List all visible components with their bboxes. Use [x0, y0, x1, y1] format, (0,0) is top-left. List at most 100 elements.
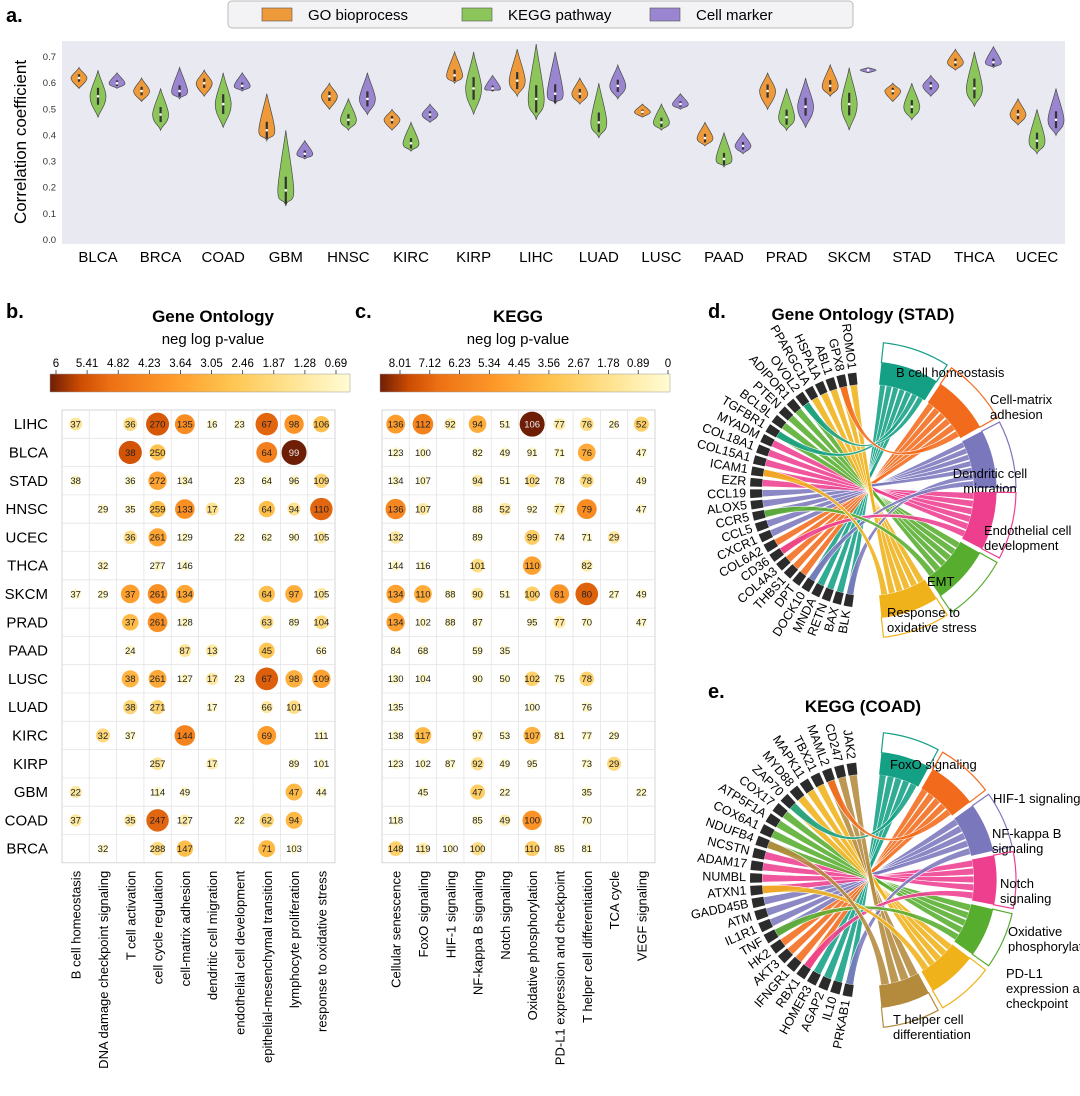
go-cell-count-paad-t-cell-activation: 24 — [125, 646, 136, 657]
kegg-cell-marker-skcm-oxidative-phosphorylation — [524, 586, 540, 602]
kegg-cell-count-skcm-nf-kappa-b-signaling: 90 — [472, 589, 483, 600]
kegg-cell-marker-skcm-cellular-senescence — [386, 584, 405, 604]
kegg-cell-marker-hnsc-oxidative-phosphorylation — [526, 503, 538, 515]
stad-gene-arc-alox5 — [750, 499, 764, 510]
go-cell-count-skcm-cell-cycle-regulation: 261 — [150, 589, 166, 600]
legend-label-cell-marker: Cell marker — [696, 7, 773, 24]
kegg-colorbar-tick-label-1-78: 1.78 — [597, 358, 619, 370]
go-cell-count-prad-t-cell-activation: 37 — [125, 618, 136, 629]
kegg-cell-marker-skcm-hif-1-signaling — [444, 588, 456, 600]
go-cell-count-brca-cell-cycle-regulation: 288 — [150, 844, 166, 855]
coad-gene-arc-il1r1 — [758, 918, 773, 933]
kegg-cell-marker-lusc-oxidative-phosphorylation — [524, 671, 540, 687]
stad-gene-arc-blk — [843, 593, 854, 607]
kegg-colorbar-tick-label-2-67: 2.67 — [567, 358, 589, 370]
x-tick-thca: THCA — [954, 249, 995, 266]
kegg-cell-count-paad-nf-kappa-b-signaling: 59 — [472, 646, 483, 657]
kegg-cell-marker-coad-cellular-senescence — [390, 815, 401, 826]
go-cell-marker-lihc-response-to-oxidative-stress — [313, 415, 330, 433]
go-colorbar-tick-label-2-46: 2.46 — [231, 358, 253, 370]
kegg-cell-marker-blca-foxo-signaling — [417, 447, 429, 458]
violin-median-stad-go-bioprocess — [891, 89, 895, 93]
kegg-cell-marker-stad-oxidative-phosphorylation — [525, 474, 539, 488]
go-col-label-cell-matrix-adhesion: cell-matrix adhesion — [178, 871, 193, 987]
go-cell-marker-brca-lymphocyte-proliferation — [288, 843, 300, 854]
kegg-cell-count-skcm-hif-1-signaling: 88 — [445, 589, 456, 600]
kegg-cell-marker-ucec-t-helper-cell-differentiation — [581, 532, 593, 543]
violin-paad-kegg-pathway — [715, 131, 733, 168]
go-row-label-prad: PRAD — [6, 614, 48, 631]
kegg-cell-marker-lihc-foxo-signaling — [412, 413, 434, 435]
go-cell-marker-ucec-lymphocyte-proliferation — [288, 532, 300, 543]
violin-median-hnsc-go-bioprocess — [328, 94, 331, 98]
kegg-cell-count-blca-cellular-senescence: 123 — [388, 448, 404, 459]
kegg-chord-title: KEGG (COAD) — [805, 697, 921, 716]
y-tick-0-2: 0.2 — [43, 183, 56, 194]
go-col-label-dna-damage-checkpoint-signaling: DNA damage checkpoint signaling — [96, 871, 111, 1069]
go-cell-marker-hnsc-cell-matrix-adhesion — [175, 499, 195, 519]
go-col-label-lymphocyte-proliferation: lymphocyte proliferation — [287, 871, 302, 1008]
kegg-cell-count-blca-foxo-signaling: 100 — [415, 448, 431, 459]
x-tick-coad: COAD — [202, 249, 246, 266]
kegg-cell-count-kirp-hif-1-signaling: 87 — [445, 759, 456, 770]
go-cell-marker-skcm-response-to-oxidative-stress — [315, 587, 328, 601]
kegg-cell-count-prad-foxo-signaling: 102 — [415, 618, 431, 629]
stad-gene-label-alox5: ALOX5 — [706, 498, 748, 517]
kegg-cell-count-hnsc-t-helper-cell-differentiation: 79 — [581, 504, 592, 515]
go-cell-marker-lusc-lymphocyte-proliferation — [285, 670, 303, 688]
kegg-cell-count-kirp-notch-signaling: 49 — [500, 759, 511, 770]
kegg-cell-count-kirc-foxo-signaling: 117 — [415, 731, 430, 742]
kegg-cell-count-lihc-t-helper-cell-differentiation: 76 — [581, 419, 592, 430]
stad-gene-arc-col15a1 — [752, 455, 767, 467]
kegg-cell-marker-skcm-nf-kappa-b-signaling — [471, 587, 484, 601]
go-cell-count-hnsc-t-cell-activation: 35 — [125, 504, 136, 515]
coad-ribbon-ifngr1-hif-1-signaling — [794, 792, 935, 963]
kegg-cell-count-kirp-tca-cycle: 29 — [609, 759, 620, 770]
coad-gene-arc-ifngr1 — [786, 956, 802, 972]
legend-swatch-cell-marker — [649, 7, 681, 22]
violin-median-paad-kegg-pathway — [722, 157, 726, 161]
stad-gene-label-bax: BAX — [822, 605, 842, 633]
stad-ribbon-retn-b-cell-homeostasis — [826, 386, 900, 591]
coad-term-arc-foxo-signaling — [879, 752, 929, 787]
coad-gene-arc-zap70 — [780, 793, 796, 809]
coad-gene-arc-tnf — [763, 929, 779, 944]
kegg-cell-count-hnsc-nf-kappa-b-signaling: 88 — [472, 504, 483, 515]
coad-gene-arc-tbx21 — [810, 772, 825, 788]
kegg-cell-marker-stad-t-helper-cell-differentiation — [579, 473, 594, 488]
kegg-cell-count-kirp-t-helper-cell-differentiation: 73 — [581, 759, 592, 770]
violin-brca-cell-marker — [171, 66, 188, 100]
kegg-cell-marker-blca-nf-kappa-b-signaling — [472, 447, 483, 458]
go-cell-marker-luad-dendritic-cell-migration — [206, 701, 218, 713]
coad-term-label-line: checkpoint — [1006, 996, 1069, 1011]
kegg-cell-count-gbm-t-helper-cell-differentiation: 35 — [581, 787, 592, 798]
stad-term-outline-emt — [939, 551, 998, 614]
go-cell-count-hnsc-cell-cycle-regulation: 259 — [150, 504, 166, 515]
kegg-cell-count-ucec-t-helper-cell-differentiation: 71 — [581, 533, 592, 544]
kegg-cell-count-lusc-oxidative-phosphorylation: 102 — [524, 674, 540, 685]
violin-median-coad-go-bioprocess — [202, 81, 206, 85]
stad-term-outline-dendritic-cell-migration — [980, 421, 1017, 489]
go-colorbar-tick-label-3-05: 3.05 — [200, 358, 222, 370]
go-cell-count-lihc-epithelial-mesenchymal-transition: 67 — [261, 419, 272, 430]
go-cell-marker-skcm-cell-matrix-adhesion — [175, 584, 194, 604]
go-cell-marker-brca-dna-damage-checkpoint-signaling — [97, 843, 109, 854]
go-colorbar-tick-label-1-28: 1.28 — [294, 358, 316, 370]
go-cell-marker-blca-epithelial-mesenchymal-transition — [256, 441, 278, 463]
go-cell-count-gbm-b-cell-homeostasis: 22 — [70, 787, 81, 798]
kegg-cell-count-gbm-notch-signaling: 22 — [500, 787, 511, 798]
go-colorbar-tick-label-4-23: 4.23 — [138, 358, 160, 370]
kegg-cell-marker-ucec-cellular-senescence — [389, 531, 402, 544]
kegg-cell-marker-skcm-pd-l1-expression-and-checkpoint — [549, 584, 570, 604]
go-cell-count-lusc-cell-matrix-adhesion: 127 — [177, 674, 193, 685]
kegg-cell-marker-ucec-oxidative-phosphorylation — [524, 529, 540, 545]
coad-term-label-line: HIF-1 signaling — [993, 791, 1080, 806]
kegg-cell-marker-coad-notch-signaling — [499, 814, 511, 827]
go-cell-marker-kirp-response-to-oxidative-stress — [316, 758, 327, 770]
x-tick-paad: PAAD — [704, 249, 744, 266]
stad-gene-arc-romo1 — [847, 372, 858, 386]
go-row-label-lusc: LUSC — [8, 671, 48, 688]
violin-median-kirc-go-bioprocess — [390, 118, 394, 122]
y-tick-0-3: 0.3 — [43, 157, 56, 168]
kegg-colorbar: 8.01 7.12 6.23 5.34 4.45 3.56 2.67 1.78 0.89 0 — [379, 358, 671, 393]
